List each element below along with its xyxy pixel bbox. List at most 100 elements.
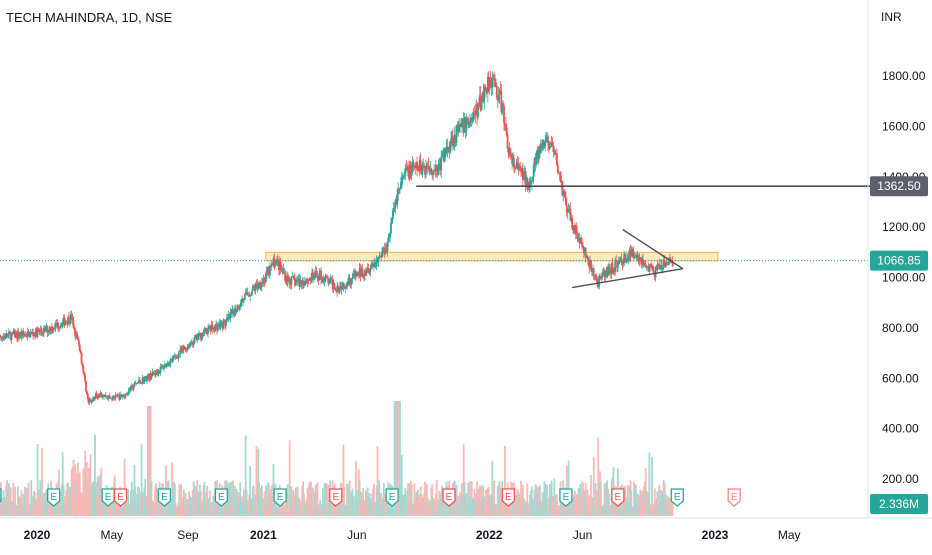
candle-body: [261, 282, 264, 284]
candle-body: [596, 278, 599, 285]
candle-body: [598, 275, 601, 287]
candle-body: [239, 306, 242, 308]
earnings-marker[interactable]: E: [214, 488, 228, 507]
earnings-marker[interactable]: E: [559, 488, 573, 507]
y-tick-label: 600.00: [882, 371, 919, 385]
candle-body: [121, 395, 123, 398]
candle-body: [279, 261, 282, 269]
volume-bar: [567, 460, 570, 516]
candle-body: [275, 260, 278, 265]
earnings-badge: [329, 488, 343, 507]
earnings-marker[interactable]: E: [442, 488, 456, 507]
candle-body: [323, 280, 326, 282]
volume-bar: [457, 495, 460, 516]
candle-body: [91, 401, 94, 402]
candle-body: [238, 307, 241, 310]
earnings-label: E: [332, 492, 339, 503]
volume-bar: [282, 495, 285, 516]
earnings-markers[interactable]: EEEEEEEEEEEEEEE: [0, 488, 741, 507]
volume-bar: [140, 444, 143, 516]
candle-body: [333, 283, 336, 288]
candle-body: [477, 103, 479, 117]
x-tick-label: 2023: [702, 528, 729, 542]
volume-bar: [488, 495, 491, 516]
earnings-label: E: [615, 492, 622, 503]
candle-body: [197, 336, 200, 340]
candle-body: [193, 336, 196, 343]
candle-body: [495, 86, 498, 98]
candle-body: [322, 277, 325, 282]
candle-body: [133, 383, 136, 387]
volume-tag-bg: [870, 494, 928, 514]
earnings-marker[interactable]: E: [101, 488, 115, 507]
candle-body: [646, 266, 649, 268]
candle-body: [252, 286, 255, 288]
volume-bar: [127, 488, 130, 516]
earnings-label: E: [218, 492, 225, 503]
earnings-marker[interactable]: E: [47, 488, 61, 507]
candle-body: [128, 387, 130, 394]
earnings-marker[interactable]: E: [611, 488, 625, 507]
y-tick-label: 1600.00: [882, 119, 926, 133]
support-zone[interactable]: [265, 251, 719, 262]
candle-body: [249, 295, 252, 297]
earnings-marker[interactable]: E: [670, 488, 684, 507]
earnings-marker[interactable]: E: [501, 488, 516, 507]
candle-body: [556, 153, 558, 165]
earnings-badge: [101, 488, 115, 507]
y-tick-label: 1200.00: [882, 220, 926, 234]
candle-body: [179, 349, 182, 355]
earnings-marker[interactable]: E: [329, 488, 343, 507]
y-tick-label: 200.00: [882, 472, 919, 486]
candle-body: [83, 373, 86, 376]
candle-body: [524, 171, 527, 185]
earnings-label: E: [50, 492, 57, 503]
candle-body: [586, 256, 589, 258]
x-tick-label: 2021: [250, 528, 277, 542]
volume-bar: [316, 482, 319, 516]
candle-body: [102, 396, 104, 398]
candle-body: [260, 287, 262, 289]
candle-body: [235, 310, 238, 313]
candle-body: [260, 282, 263, 288]
x-tick-label: 2020: [24, 528, 51, 542]
volume-bar: [570, 491, 573, 516]
candle-body: [124, 393, 127, 398]
candle-body: [120, 394, 122, 396]
support-zone-rect[interactable]: [265, 251, 719, 262]
earnings-marker[interactable]: E: [157, 488, 172, 507]
price-axis[interactable]: 200.00400.00600.00800.001000.001200.0014…: [867, 0, 928, 518]
triangle-lower-line[interactable]: [571, 267, 683, 289]
candle-body: [172, 357, 174, 361]
earnings-marker[interactable]: E: [113, 488, 128, 507]
earnings-badge: [47, 488, 61, 507]
volume-bar: [553, 478, 556, 516]
y-tick-label: 800.00: [882, 321, 919, 335]
drawing-lines[interactable]: [0, 185, 874, 289]
triangle-upper-line[interactable]: [622, 229, 684, 270]
volume-bar: [435, 480, 438, 516]
candle-body: [566, 210, 569, 213]
candle-body: [516, 162, 519, 165]
candle-body: [593, 275, 596, 277]
candle-body: [617, 261, 620, 265]
earnings-marker[interactable]: E: [0, 488, 2, 506]
candle-body: [581, 243, 583, 246]
candle-body: [219, 322, 222, 328]
candle-body: [69, 314, 72, 323]
candle-body: [222, 320, 225, 329]
candle-body: [36, 329, 39, 337]
candle-body: [234, 308, 237, 313]
candle-body: [391, 210, 394, 220]
earnings-marker[interactable]: E: [727, 488, 741, 507]
earnings-marker[interactable]: E: [273, 488, 287, 507]
candle-body: [338, 291, 340, 293]
earnings-label: E: [117, 492, 124, 503]
time-axis[interactable]: 2020 May Sep 2021 Jun 2022 Jun 2023 May: [0, 517, 932, 542]
volume-bar: [134, 486, 137, 516]
candle-body: [554, 150, 557, 155]
earnings-marker[interactable]: E: [385, 488, 399, 507]
candle-body: [25, 334, 27, 337]
